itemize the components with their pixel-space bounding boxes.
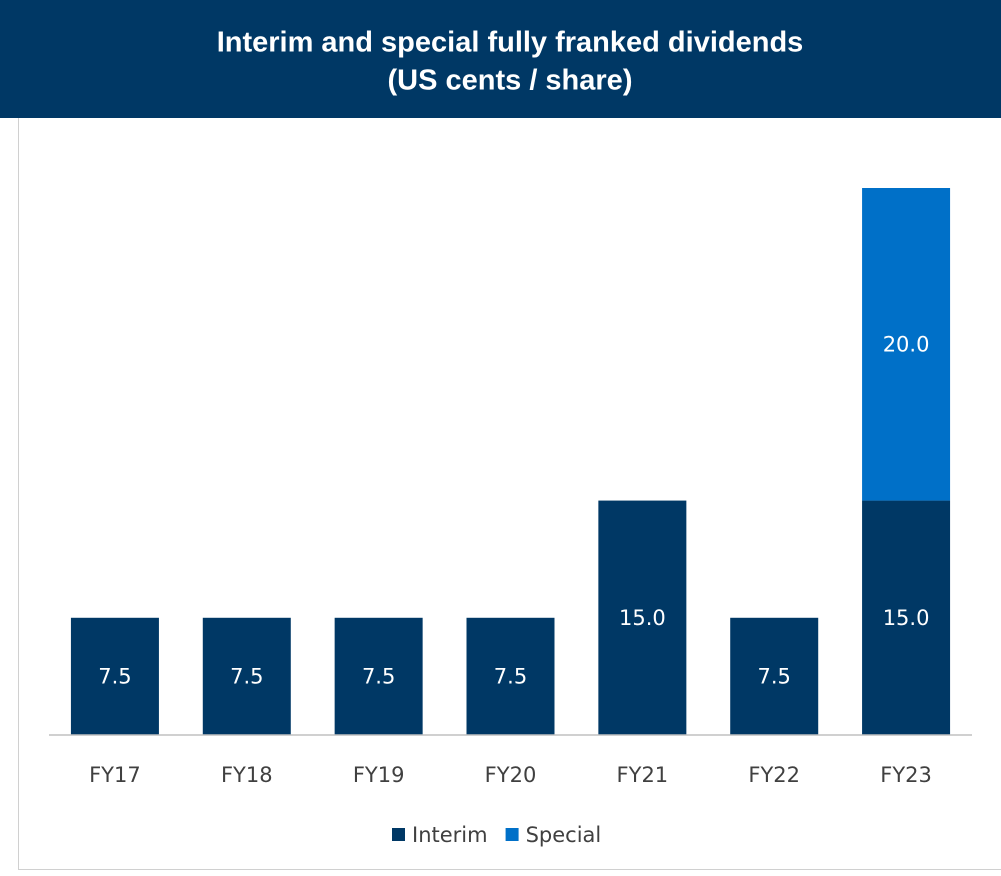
chart-border: [18, 0, 1001, 870]
legend-swatch: [505, 828, 519, 841]
legend-swatch: [392, 828, 405, 841]
header-band: [0, 0, 1001, 118]
value-label: 15.0: [619, 606, 666, 630]
value-label: 7.5: [98, 664, 131, 688]
bar: [862, 188, 951, 501]
legend-label: Interim: [412, 823, 488, 847]
bar: [70, 617, 159, 735]
bar: [862, 500, 951, 735]
chart-subtitle: (US cents / share): [388, 65, 633, 97]
x-tick-label: FY19: [353, 763, 405, 787]
x-tick-label: FY18: [221, 763, 273, 787]
value-label: 15.0: [883, 606, 930, 630]
bar: [202, 617, 291, 735]
x-tick-label: FY21: [617, 763, 669, 787]
value-label: 7.5: [758, 664, 791, 688]
bar: [466, 617, 555, 735]
bar: [598, 500, 687, 735]
x-tick-label: FY22: [748, 763, 800, 787]
bar: [730, 617, 819, 735]
value-label: 7.5: [230, 664, 263, 688]
legend-label: Special: [526, 823, 602, 847]
x-tick-label: FY17: [89, 763, 141, 787]
x-tick-label: FY20: [485, 763, 537, 787]
x-tick-label: FY23: [880, 763, 932, 787]
bar: [334, 617, 423, 735]
value-label: 7.5: [494, 664, 527, 688]
value-label: 20.0: [883, 332, 930, 356]
chart-title: Interim and special fully franked divide…: [217, 27, 804, 59]
value-label: 7.5: [362, 664, 395, 688]
